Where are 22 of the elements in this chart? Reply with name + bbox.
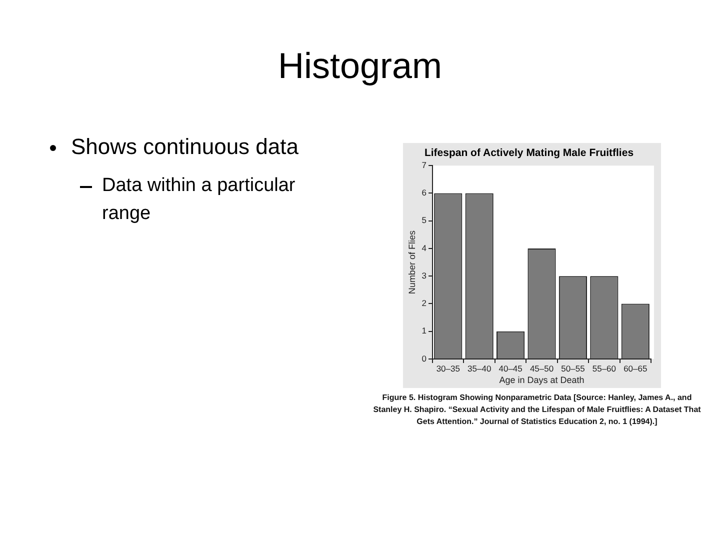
y-tick-label: 4 xyxy=(422,242,427,253)
y-tick-label: 7 xyxy=(422,160,427,170)
x-tick-label: 60–65 xyxy=(624,363,648,374)
x-tick-label: 55–60 xyxy=(592,363,616,374)
x-tick-label: 35–40 xyxy=(468,363,492,374)
y-tick-label: 2 xyxy=(422,298,427,308)
x-tick-label: 40–45 xyxy=(498,363,523,374)
text: Histogram xyxy=(276,44,444,88)
y-tick-label: 0 xyxy=(422,353,427,364)
y-tick-label: 1 xyxy=(422,326,427,336)
text: Data within a particular range xyxy=(102,174,296,226)
y-tick-label: 5 xyxy=(422,215,427,226)
caption: Figure 5. Histogram Showing Nonparametric Data [Source: Hanley, James A., and Stanley H. Shapiro. “Sexual Activity and the Lifespan of Male Fruitflies: A Dataset That Gets Attention.” Journal of Statistics Education 2, no. 1 (1994).] xyxy=(372,392,702,428)
text: Shows continuous data xyxy=(71,133,298,161)
x-tick-label: 30–35 xyxy=(436,363,460,374)
y-tick-label: 6 xyxy=(422,188,427,198)
chart-title: Lifespan of Actively Mating Male Fruitflies xyxy=(424,147,634,160)
y-tick-label: 3 xyxy=(422,270,427,280)
x-tick-label: 45–50 xyxy=(530,363,554,374)
x-axis-title: Age in Days at Death xyxy=(499,375,584,386)
y-axis-title: Number of Flies xyxy=(406,230,417,294)
x-tick-label: 50–55 xyxy=(561,363,586,374)
